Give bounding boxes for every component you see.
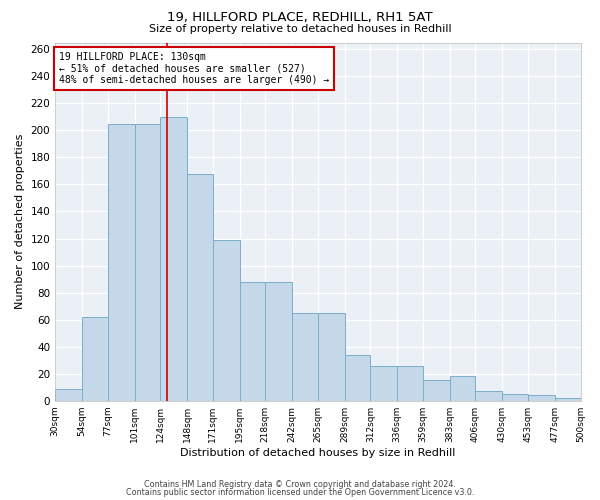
Bar	[239, 282, 265, 401]
Bar	[213, 240, 239, 400]
Text: 19, HILLFORD PLACE, REDHILL, RH1 5AT: 19, HILLFORD PLACE, REDHILL, RH1 5AT	[167, 11, 433, 24]
Bar	[475, 391, 502, 400]
Bar	[108, 124, 134, 400]
Text: Contains public sector information licensed under the Open Government Licence v3: Contains public sector information licen…	[126, 488, 474, 497]
Bar	[344, 354, 370, 401]
Bar	[528, 396, 555, 400]
Bar	[502, 394, 528, 400]
Bar	[423, 380, 450, 400]
Text: Contains HM Land Registry data © Crown copyright and database right 2024.: Contains HM Land Registry data © Crown c…	[144, 480, 456, 489]
Bar	[292, 313, 318, 400]
Bar	[82, 317, 108, 400]
Text: 19 HILLFORD PLACE: 130sqm
← 51% of detached houses are smaller (527)
48% of semi: 19 HILLFORD PLACE: 130sqm ← 51% of detac…	[59, 52, 329, 85]
Bar	[160, 117, 187, 401]
Bar	[187, 174, 213, 400]
Bar	[134, 124, 160, 400]
Bar	[450, 376, 475, 400]
Bar	[397, 366, 423, 400]
Bar	[370, 366, 397, 400]
Y-axis label: Number of detached properties: Number of detached properties	[15, 134, 25, 310]
Bar	[318, 313, 344, 400]
Bar	[265, 282, 292, 401]
Bar	[555, 398, 581, 400]
Bar	[55, 388, 82, 400]
X-axis label: Distribution of detached houses by size in Redhill: Distribution of detached houses by size …	[180, 448, 455, 458]
Text: Size of property relative to detached houses in Redhill: Size of property relative to detached ho…	[149, 24, 451, 34]
